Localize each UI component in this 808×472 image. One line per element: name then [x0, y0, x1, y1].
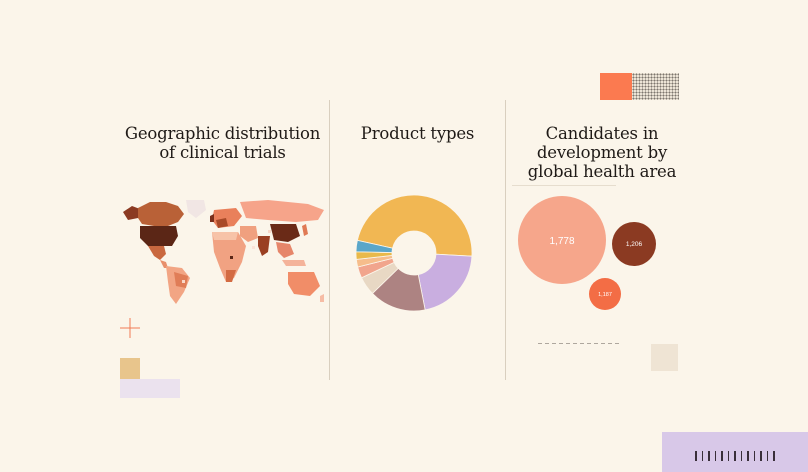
map-region-japan	[302, 224, 308, 236]
map-region-china	[270, 224, 300, 242]
candidates-title-line3: global health area	[527, 162, 677, 181]
panel-divider-right	[505, 100, 506, 380]
map-region-greenland	[186, 200, 206, 218]
candidates-title-line2: development by	[536, 143, 668, 162]
candidates-bubble-chart: 1,778 1,206 1,187	[518, 196, 656, 310]
orange-accent-block	[600, 73, 632, 100]
candidates-title-line1: Candidates in	[545, 124, 659, 143]
donut-slice-8	[355, 239, 394, 253]
lavender-accent-block-bottom	[662, 432, 808, 472]
map-region-southeast-asia	[276, 242, 294, 258]
map-region-north-africa	[212, 232, 238, 240]
bubble-2-label: 1,206	[626, 241, 643, 248]
products-title: Product types	[360, 124, 475, 143]
map-region-uk	[210, 214, 214, 222]
map-region-russia	[240, 200, 324, 222]
map-region-indonesia	[282, 260, 306, 266]
lavender-accent-block-left	[120, 379, 180, 398]
bubble-1: 1,778	[518, 196, 606, 284]
map-region-brazil	[174, 272, 188, 288]
products-panel-title: Product types	[340, 124, 495, 143]
world-map	[123, 200, 324, 304]
candidates-panel-title: Candidates in development by global heal…	[512, 124, 692, 181]
dotted-accent-block	[632, 73, 679, 100]
candidates-title-underline	[512, 185, 616, 186]
geo-title-line1: Geographic distribution	[124, 124, 321, 143]
map-region-western-europe	[216, 218, 228, 228]
map-region-canada	[138, 202, 184, 226]
map-region-australia	[288, 272, 320, 296]
bubble-3: 1,187	[589, 278, 621, 310]
bubble-1-label: 1,778	[549, 236, 574, 247]
map-region-alaska	[123, 206, 140, 220]
map-region-new-zealand	[320, 294, 324, 302]
bubble-legend-strip	[538, 343, 620, 344]
tick-marks-decoration	[695, 446, 780, 465]
gold-accent-block	[120, 358, 140, 379]
map-region-southern-africa	[226, 270, 236, 282]
beige-accent-block	[651, 344, 678, 371]
geo-title-line2: of clinical trials	[159, 143, 286, 162]
map-region-africa	[212, 232, 246, 282]
bubble-3-label: 1,187	[598, 292, 612, 298]
map-region-middle-east	[240, 226, 258, 242]
donut-slice-1	[356, 194, 473, 257]
plus-decoration-icon	[120, 318, 140, 338]
map-region-mexico	[148, 246, 166, 260]
map-region-usa	[140, 226, 178, 246]
geo-panel-title: Geographic distribution of clinical tria…	[110, 124, 335, 162]
bubble-2: 1,206	[612, 222, 656, 266]
panel-divider-left	[329, 100, 330, 380]
map-region-india	[258, 236, 270, 256]
product-types-donut-chart	[355, 194, 473, 312]
donut-slice-2	[417, 253, 473, 311]
